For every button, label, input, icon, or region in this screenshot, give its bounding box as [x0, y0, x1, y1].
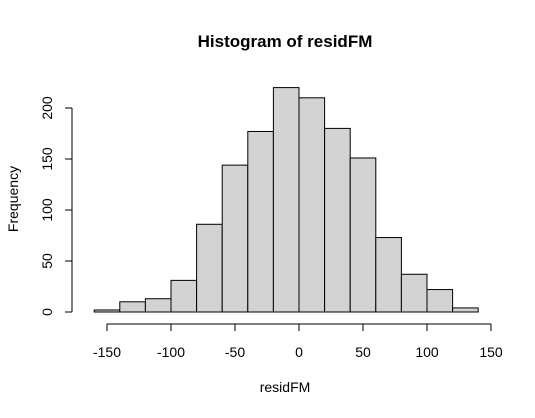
histogram-bar	[375, 237, 402, 313]
histogram-bar	[426, 289, 454, 313]
bars-group	[93, 87, 479, 313]
histogram-bar	[452, 307, 479, 313]
x-tick-label: 150	[479, 344, 503, 360]
histogram-bar	[400, 273, 428, 313]
x-tick-label: 100	[415, 344, 439, 360]
histogram-bar	[272, 87, 300, 313]
x-tick-label: -150	[93, 344, 121, 360]
chart-title: Histogram of residFM	[198, 32, 373, 51]
x-tick-label: 50	[355, 344, 371, 360]
y-axis-label: Frequency	[5, 166, 21, 232]
x-axis: -150 -100 -50 0 50 100 150	[93, 323, 503, 360]
histogram-bar	[119, 301, 146, 313]
histogram-bar	[324, 127, 351, 313]
x-axis-label: residFM	[260, 379, 311, 395]
histogram-bar	[93, 309, 121, 313]
x-tick-label: 0	[295, 344, 303, 360]
histogram-bar	[247, 130, 274, 313]
y-tick-label: 0	[39, 308, 55, 316]
histogram-bar	[221, 164, 249, 313]
y-tick-label: 150	[39, 147, 55, 171]
histogram-bar	[170, 279, 198, 313]
histogram-bar	[144, 298, 172, 313]
histogram-bar	[349, 157, 377, 313]
y-tick-label: 200	[39, 96, 55, 120]
y-tick-label: 100	[39, 198, 55, 222]
x-tick-label: -100	[157, 344, 185, 360]
histogram-bar	[196, 223, 223, 313]
histogram-bar	[298, 97, 326, 313]
x-tick-label: -50	[225, 344, 245, 360]
y-axis: 0 50 100 150 200	[39, 96, 73, 316]
y-tick-label: 50	[39, 253, 55, 269]
